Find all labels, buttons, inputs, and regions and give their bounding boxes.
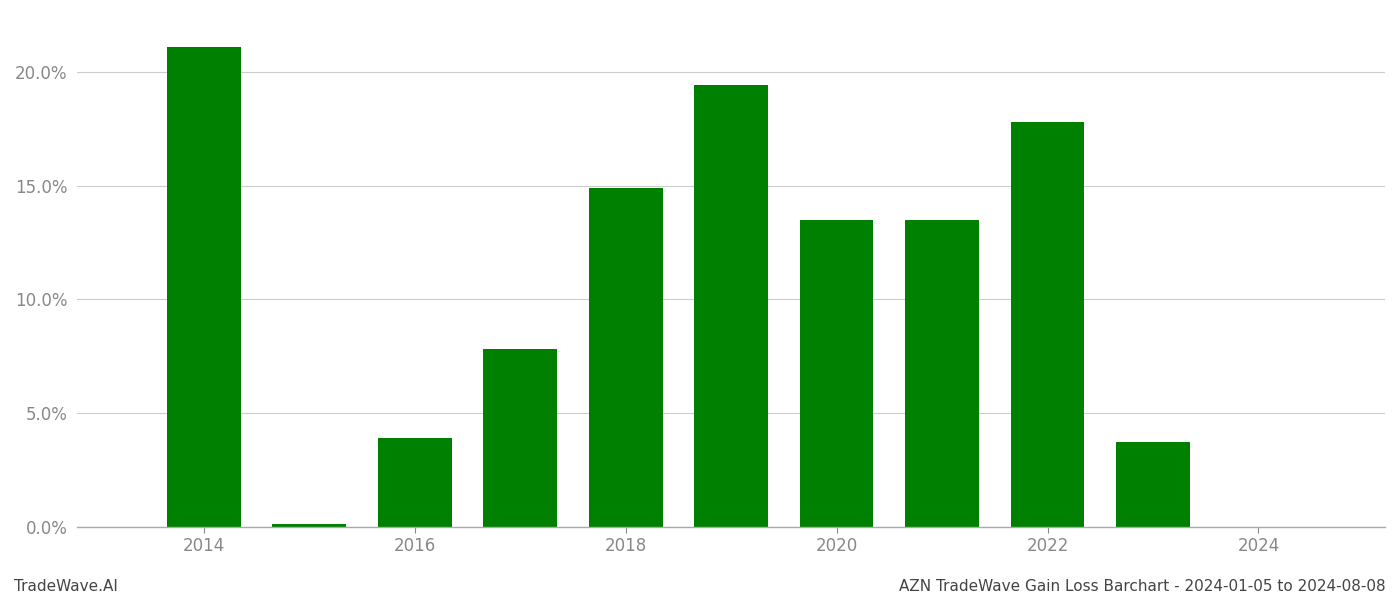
Bar (694, 85, 769, 527)
Text: TradeWave.AI: TradeWave.AI (14, 579, 118, 594)
Bar (1011, 122, 1085, 527)
Bar (273, 524, 346, 527)
Bar (589, 188, 662, 527)
Bar (167, 47, 241, 527)
Bar (906, 220, 979, 527)
Bar (483, 349, 557, 527)
Bar (378, 438, 452, 527)
Bar (799, 220, 874, 527)
Text: AZN TradeWave Gain Loss Barchart - 2024-01-05 to 2024-08-08: AZN TradeWave Gain Loss Barchart - 2024-… (899, 579, 1386, 594)
Bar (1116, 442, 1190, 527)
